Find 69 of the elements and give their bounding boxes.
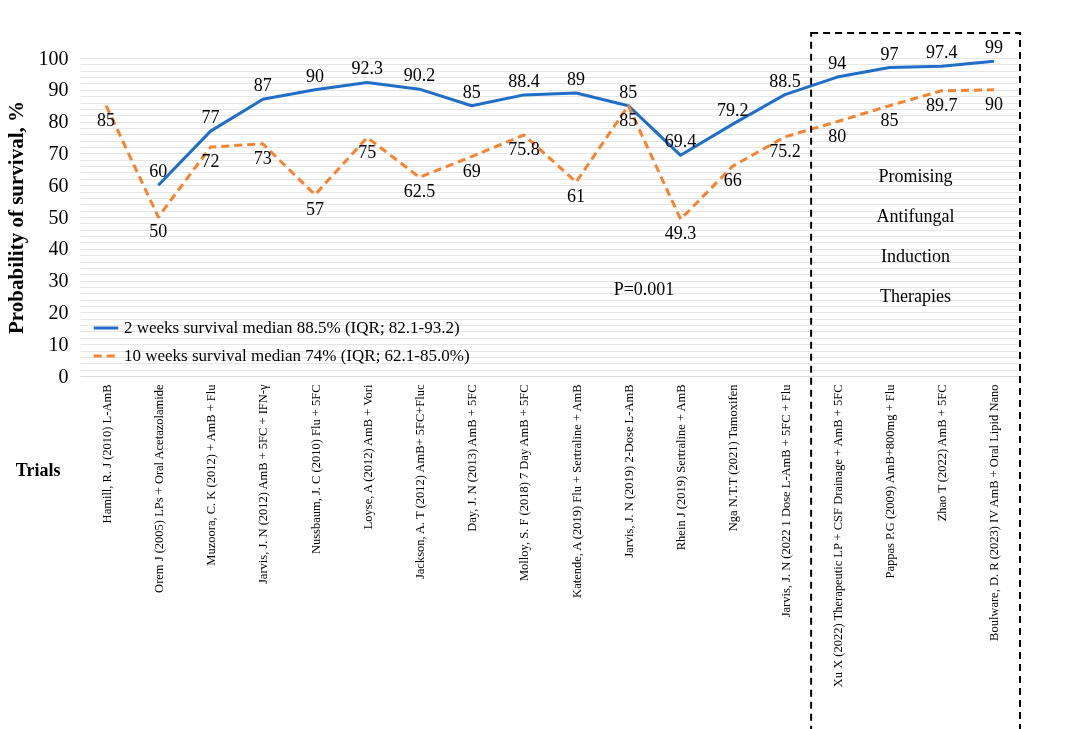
data-label: 79.2 [717, 100, 749, 121]
data-label: 89 [567, 68, 586, 89]
y-tick-label: 50 [48, 205, 69, 228]
x-tick-label: Jarvis, J. N (2019) 2-Dose L-AmB [621, 384, 636, 558]
y-tick-label: 60 [48, 173, 69, 196]
x-axis-title: Trials [15, 459, 61, 480]
legend-label: 2 weeks survival median 88.5% (IQR; 82.1-93.2) [124, 318, 460, 337]
x-tick-label: Hamill, R. J (2010) L-AmB [99, 384, 114, 524]
data-label: 60 [149, 161, 168, 182]
annotation: Promising Antifungal Induction Therapies [876, 166, 955, 306]
annotation: P=0.001 [613, 279, 675, 300]
data-label: 97.4 [925, 42, 958, 63]
data-label: 85 [462, 81, 481, 102]
y-tick-label: 90 [48, 78, 69, 101]
x-tick-label: Xu X (2022) Therapeutic LP + CSF Drainage + AmB + 5FC [830, 384, 845, 688]
data-label: 90 [984, 93, 1003, 114]
y-axis-title: Probability of survival, % [3, 101, 28, 334]
legend-label: 10 weeks survival median 74% (IQR; 62.1-85.0%) [124, 346, 470, 365]
x-tick-label: Nga N.T.T (2021) Tamoxifen [726, 383, 741, 532]
data-label: 77 [201, 107, 220, 128]
data-label: 80 [828, 125, 847, 146]
x-tick-label: Zhao T (2022) AmB + 5FC [935, 384, 950, 522]
y-tick-label: 100 [38, 46, 69, 69]
y-tick-label: 30 [48, 269, 69, 292]
x-tick-label: Jarvis, J. N (2022 1 Dose L-AmB + 5FC + Flu [778, 383, 793, 618]
x-tick-label: Muzoora, C. K (2012) + AmB + Flu [204, 383, 219, 566]
data-label: 62.5 [403, 181, 436, 202]
data-label: 72 [201, 151, 220, 172]
data-label: 57 [306, 198, 324, 219]
data-label: 99 [984, 37, 1003, 58]
x-tick-label: Jackson, A. T (2012) AmB+ 5FC+Fluc [412, 384, 427, 580]
data-label: 90 [306, 65, 324, 86]
data-label: 66 [723, 170, 742, 191]
y-tick-label: 70 [48, 141, 69, 164]
x-tick-label: Nussbaum, J. C (2010) Flu + 5FC [308, 384, 323, 555]
data-label: 97 [880, 43, 899, 64]
y-tick-label: 80 [48, 110, 69, 133]
y-tick-label: 0 [58, 364, 69, 387]
x-tick-label: Orem J (2005) LPs + Oral Acetazolamide [151, 384, 166, 593]
data-label: 75.8 [508, 138, 540, 159]
data-label: 94 [828, 53, 847, 74]
data-label: 50 [149, 221, 168, 241]
data-label: 75 [358, 141, 377, 162]
data-label: 85 [619, 81, 638, 102]
data-label: 85 [880, 109, 899, 130]
data-label: 61 [567, 186, 586, 207]
data-label: 49.3 [664, 223, 697, 244]
x-tick-label: Katende, A (2019) Flu + Sertraline + AmB [569, 384, 584, 598]
data-label: 87 [253, 75, 272, 96]
y-tick-label: 10 [48, 332, 69, 355]
data-label: 73 [253, 147, 272, 168]
data-label: 89.7 [925, 94, 958, 115]
data-label: 92.3 [351, 58, 383, 79]
data-label: 69 [462, 160, 481, 181]
data-label: 88.4 [508, 70, 540, 91]
data-label: 88.5 [769, 70, 801, 91]
x-tick-label: Loyse, A (2012) AmB + Vori [360, 383, 375, 530]
data-label: 90.2 [403, 65, 436, 86]
x-tick-label: Day, J. N (2013) AmB + 5FC [465, 384, 480, 532]
data-label: 75.2 [769, 140, 801, 161]
y-tick-label: 20 [48, 300, 69, 323]
data-label: 69.4 [664, 131, 697, 152]
x-tick-label: Boulware, D. R (2023) IV AmB + Oral Lipid Nano [987, 384, 1002, 641]
x-tick-label: Molloy, S. F (2018) 7 Day AmB + 5FC [517, 384, 532, 582]
x-tick-label: Rhein J (2019) Sertraline + AmB [674, 384, 689, 551]
y-tick-label: 40 [48, 237, 69, 260]
x-tick-label: Pappas P.G (2009) AmB+800mg + Flu [882, 383, 897, 579]
x-tick-label: Jarvis, J. N (2012) AmB + 5FC + IFN-γ [256, 384, 271, 584]
data-label: 85 [97, 109, 116, 130]
